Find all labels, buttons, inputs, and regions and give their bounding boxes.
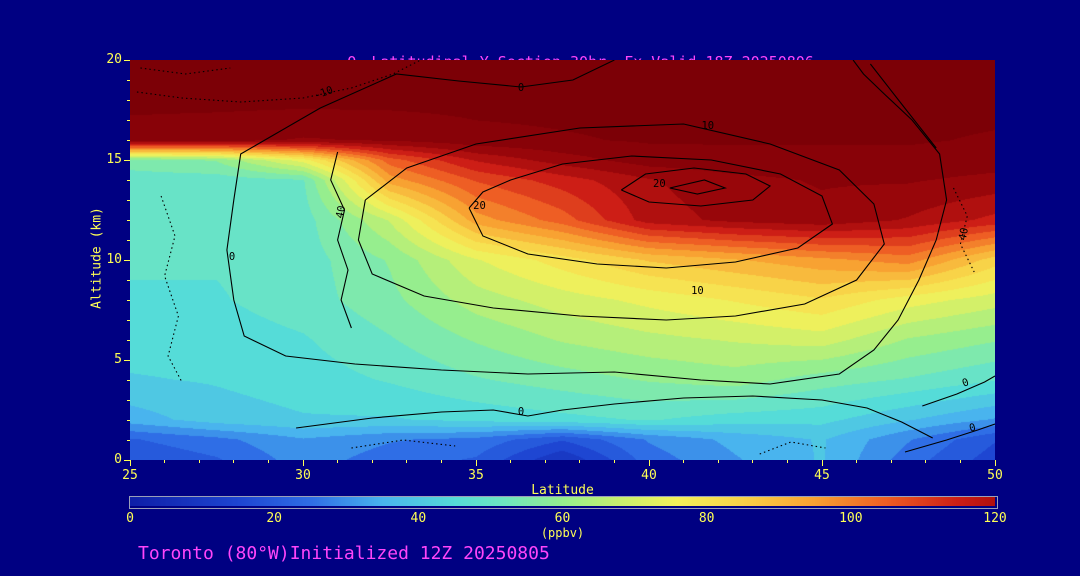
colorbar-tick-label: 60 bbox=[554, 511, 571, 526]
x-tick-mark bbox=[406, 460, 408, 463]
x-tick-mark bbox=[267, 460, 269, 463]
contour-line-20 bbox=[620, 167, 772, 207]
contour-label: 0 bbox=[968, 421, 977, 434]
x-tick-mark bbox=[925, 460, 927, 463]
x-tick-mark bbox=[752, 460, 754, 463]
colorbar-tick-label: 40 bbox=[410, 511, 427, 526]
x-tick-label: 40 bbox=[641, 468, 657, 483]
x-tick-label: 30 bbox=[295, 468, 311, 483]
x-tick-mark bbox=[164, 460, 166, 463]
x-tick-mark bbox=[371, 460, 373, 463]
x-tick-label: 35 bbox=[468, 468, 484, 483]
colorbar-tick-label: 0 bbox=[126, 511, 134, 526]
contour-label: 10 bbox=[691, 285, 704, 297]
x-tick-mark bbox=[337, 460, 339, 463]
station-init-label: Toronto (80°W)Initialized 12Z 20250805 bbox=[138, 543, 550, 564]
contour-label: 0 bbox=[518, 82, 524, 94]
y-axis-title: Altitude (km) bbox=[89, 207, 105, 309]
x-tick-mark bbox=[717, 460, 719, 463]
x-tick-mark bbox=[613, 460, 615, 463]
colorbar-tick-label: 80 bbox=[698, 511, 715, 526]
x-tick-label: 25 bbox=[122, 468, 138, 483]
x-tick-mark bbox=[890, 460, 892, 463]
contour-line--10 bbox=[136, 60, 421, 103]
x-tick-mark bbox=[786, 460, 788, 463]
x-tick-mark bbox=[994, 460, 996, 466]
x-tick-mark bbox=[544, 460, 546, 463]
y-tick-label: 20 bbox=[106, 52, 122, 67]
x-tick-mark bbox=[440, 460, 442, 463]
y-tick-label: 0 bbox=[114, 452, 122, 467]
x-tick-label: 45 bbox=[814, 468, 830, 483]
x-tick-mark bbox=[856, 460, 858, 463]
x-tick-mark bbox=[302, 460, 304, 466]
x-tick-label: 50 bbox=[987, 468, 1003, 483]
colorbar-canvas bbox=[130, 497, 995, 506]
plot-area: -10 0 0 10 10 20 20 40 40 0 0 0 bbox=[130, 60, 995, 460]
contour-line-0 bbox=[226, 60, 948, 385]
x-tick-mark bbox=[683, 460, 685, 463]
x-axis-title: Latitude bbox=[531, 483, 594, 498]
contour-label: 40 bbox=[334, 205, 348, 220]
ozone-heatmap-canvas bbox=[130, 60, 995, 460]
x-tick-mark bbox=[648, 460, 650, 466]
contour-line-0 bbox=[922, 375, 995, 407]
contour-line-minor bbox=[160, 195, 183, 383]
contour-label: 0 bbox=[229, 251, 235, 263]
colorbar-unit-label: (ppbv) bbox=[540, 526, 585, 540]
contour-line-20 bbox=[468, 155, 834, 269]
y-tick-label: 5 bbox=[114, 352, 122, 367]
contour-label: 40 bbox=[957, 227, 971, 242]
x-tick-mark bbox=[579, 460, 581, 463]
contour-line-minor bbox=[669, 179, 728, 195]
contour-overlay: -10 0 0 10 10 20 20 40 40 0 0 0 bbox=[136, 60, 995, 455]
x-tick-mark bbox=[959, 460, 961, 463]
contour-line-10 bbox=[357, 123, 885, 321]
x-tick-mark bbox=[475, 460, 477, 466]
x-tick-mark bbox=[198, 460, 200, 463]
colorbar-tick-label: 20 bbox=[266, 511, 282, 526]
contour-line-minor bbox=[140, 67, 231, 75]
x-tick-mark bbox=[233, 460, 235, 463]
contour-label: 0 bbox=[961, 376, 971, 389]
contour-label: 0 bbox=[518, 406, 524, 418]
contour-label: 10 bbox=[701, 120, 714, 132]
contour-line-40 bbox=[953, 187, 975, 273]
colorbar-tick-label: 100 bbox=[839, 511, 863, 526]
contour-line-40 bbox=[330, 151, 352, 329]
x-tick-mark bbox=[129, 460, 131, 466]
contour-line-0 bbox=[904, 423, 995, 453]
contour-line-minor bbox=[351, 439, 456, 449]
colorbar-tick-label: 120 bbox=[983, 511, 1007, 526]
colorbar bbox=[129, 496, 998, 509]
contour-line-minor bbox=[759, 441, 826, 455]
contour-label: 20 bbox=[653, 178, 666, 190]
x-tick-mark bbox=[821, 460, 823, 466]
x-tick-mark bbox=[510, 460, 512, 463]
contour-line-0 bbox=[869, 63, 937, 149]
contour-label: -10 bbox=[313, 84, 335, 102]
contour-label: 20 bbox=[473, 200, 486, 212]
contour-line-0 bbox=[296, 395, 933, 439]
y-tick-label: 15 bbox=[106, 152, 122, 167]
